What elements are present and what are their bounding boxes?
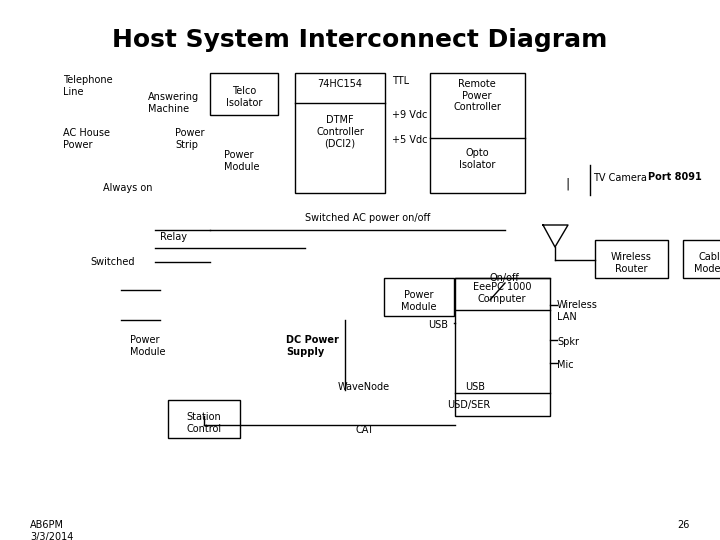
Text: Opto
Isolator: Opto Isolator [459,148,495,170]
Text: DC Power
Supply: DC Power Supply [286,335,339,356]
Text: Power
Strip: Power Strip [175,128,204,150]
Bar [168,400,240,438]
Text: Telephone
Line: Telephone Line [63,75,112,97]
Text: USB: USB [428,320,448,330]
Text: Telco
Isolator: Telco Isolator [226,86,262,107]
Text: Power
Module: Power Module [224,150,259,172]
Text: Power
Module: Power Module [130,335,166,356]
Text: Station
Control: Station Control [186,412,222,434]
Bar [430,73,525,193]
Bar [384,278,454,316]
Text: USB: USB [465,382,485,392]
Text: Relay: Relay [160,232,187,242]
Bar [683,240,720,278]
Text: 74HC154: 74HC154 [318,79,362,89]
Text: EeePC 1000
Computer: EeePC 1000 Computer [473,282,531,303]
Text: AC House
Power: AC House Power [63,128,110,150]
Bar [455,278,550,416]
Text: TTL: TTL [392,76,409,86]
Text: Always on: Always on [103,183,153,193]
Bar [295,73,385,193]
Text: +9 Vdc: +9 Vdc [392,110,428,120]
Text: Cable
Modem: Cable Modem [694,252,720,274]
Text: Power
Module: Power Module [401,290,437,312]
Text: Wireless
LAN: Wireless LAN [557,300,598,322]
Bar [210,73,278,115]
Text: Host System Interconnect Diagram: Host System Interconnect Diagram [112,28,608,52]
Text: Wireless
Router: Wireless Router [611,252,652,274]
Text: Spkr: Spkr [557,337,579,347]
Text: Answering
Machine: Answering Machine [148,92,199,113]
Text: Mic: Mic [557,360,574,370]
Text: AB6PM
3/3/2014: AB6PM 3/3/2014 [30,520,73,540]
Text: TV Camera: TV Camera [593,173,647,183]
Text: Switched AC power on/off: Switched AC power on/off [305,213,431,223]
Text: +5 Vdc: +5 Vdc [392,135,428,145]
Text: 26: 26 [678,520,690,530]
Text: DTMF
Controller
(DCI2): DTMF Controller (DCI2) [316,115,364,148]
Text: WaveNode: WaveNode [338,382,390,392]
Text: On/off: On/off [490,273,520,283]
Text: CAT: CAT [355,425,374,435]
Text: |: | [565,178,570,191]
Text: Port 8091: Port 8091 [648,172,702,182]
Bar [595,240,668,278]
Text: Remote
Power
Controller: Remote Power Controller [453,79,501,112]
Text: Switched: Switched [90,257,135,267]
Text: USD/SER: USD/SER [447,400,490,410]
